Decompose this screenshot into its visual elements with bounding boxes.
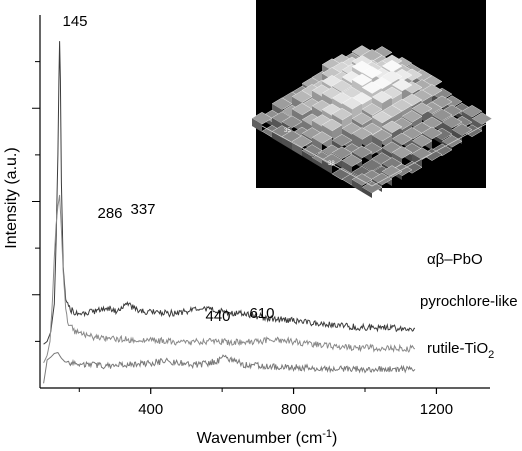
- series-line-0: [43, 41, 416, 345]
- x-ticks: [78, 388, 438, 394]
- axes: 400 800 1200: [32, 15, 490, 418]
- peak-label-610: 610: [249, 305, 274, 322]
- inset-tile-side: [472, 118, 482, 132]
- inset-tile-side: [312, 157, 322, 168]
- x-axis-title-end: ): [332, 430, 337, 447]
- x-tick-label-1200: 1200: [420, 401, 453, 418]
- inset-tile-side: [292, 141, 302, 156]
- series-label-pyrochlore: pyrochlore-like: [420, 293, 518, 310]
- y-ticks: [32, 61, 40, 342]
- inset-tile-side: [322, 159, 332, 174]
- x-axis-title-sup: -1: [322, 428, 332, 440]
- inset-base-edge: [261, 123, 487, 187]
- series-line-2: [43, 352, 416, 384]
- inset-tile-side: [272, 131, 282, 144]
- series-line-1: [43, 194, 416, 364]
- y-axis-title: Intensity (a.u.): [3, 147, 20, 248]
- x-tick-label-800: 800: [281, 401, 306, 418]
- peak-label-145: 145: [62, 13, 87, 30]
- inset-tile-side: [302, 150, 312, 162]
- series-label-rutile: rutile-TiO2: [427, 340, 494, 361]
- peak-label-286: 286: [97, 205, 122, 222]
- inset-tile-side: [282, 136, 292, 150]
- inset-tile-side: [412, 153, 422, 168]
- inset-3d-map: 35 38: [251, 0, 493, 198]
- series-label-rutile-sub: 2: [488, 349, 494, 361]
- series-label-rutile-main: rutile-TiO: [427, 340, 488, 357]
- peak-label-337: 337: [130, 201, 155, 218]
- x-tick-label-400: 400: [138, 401, 163, 418]
- inset-tile-side: [342, 160, 352, 174]
- x-axis-title: Wavenumber (cm-1): [197, 428, 338, 447]
- inset-axis-label-1: 35: [284, 128, 291, 134]
- series-group: [43, 41, 416, 384]
- inset-tile-side: [352, 179, 362, 192]
- series-label-ab-pbo: αβ–PbO: [427, 251, 483, 268]
- inset-surface-tiles: [251, 45, 493, 198]
- peak-label-440: 440: [205, 308, 230, 325]
- inset-tile-side: [252, 118, 262, 132]
- x-axis-title-main: Wavenumber (cm: [197, 430, 323, 447]
- inset-axis-label-2: 38: [328, 161, 335, 167]
- inset-tile-side: [362, 187, 372, 198]
